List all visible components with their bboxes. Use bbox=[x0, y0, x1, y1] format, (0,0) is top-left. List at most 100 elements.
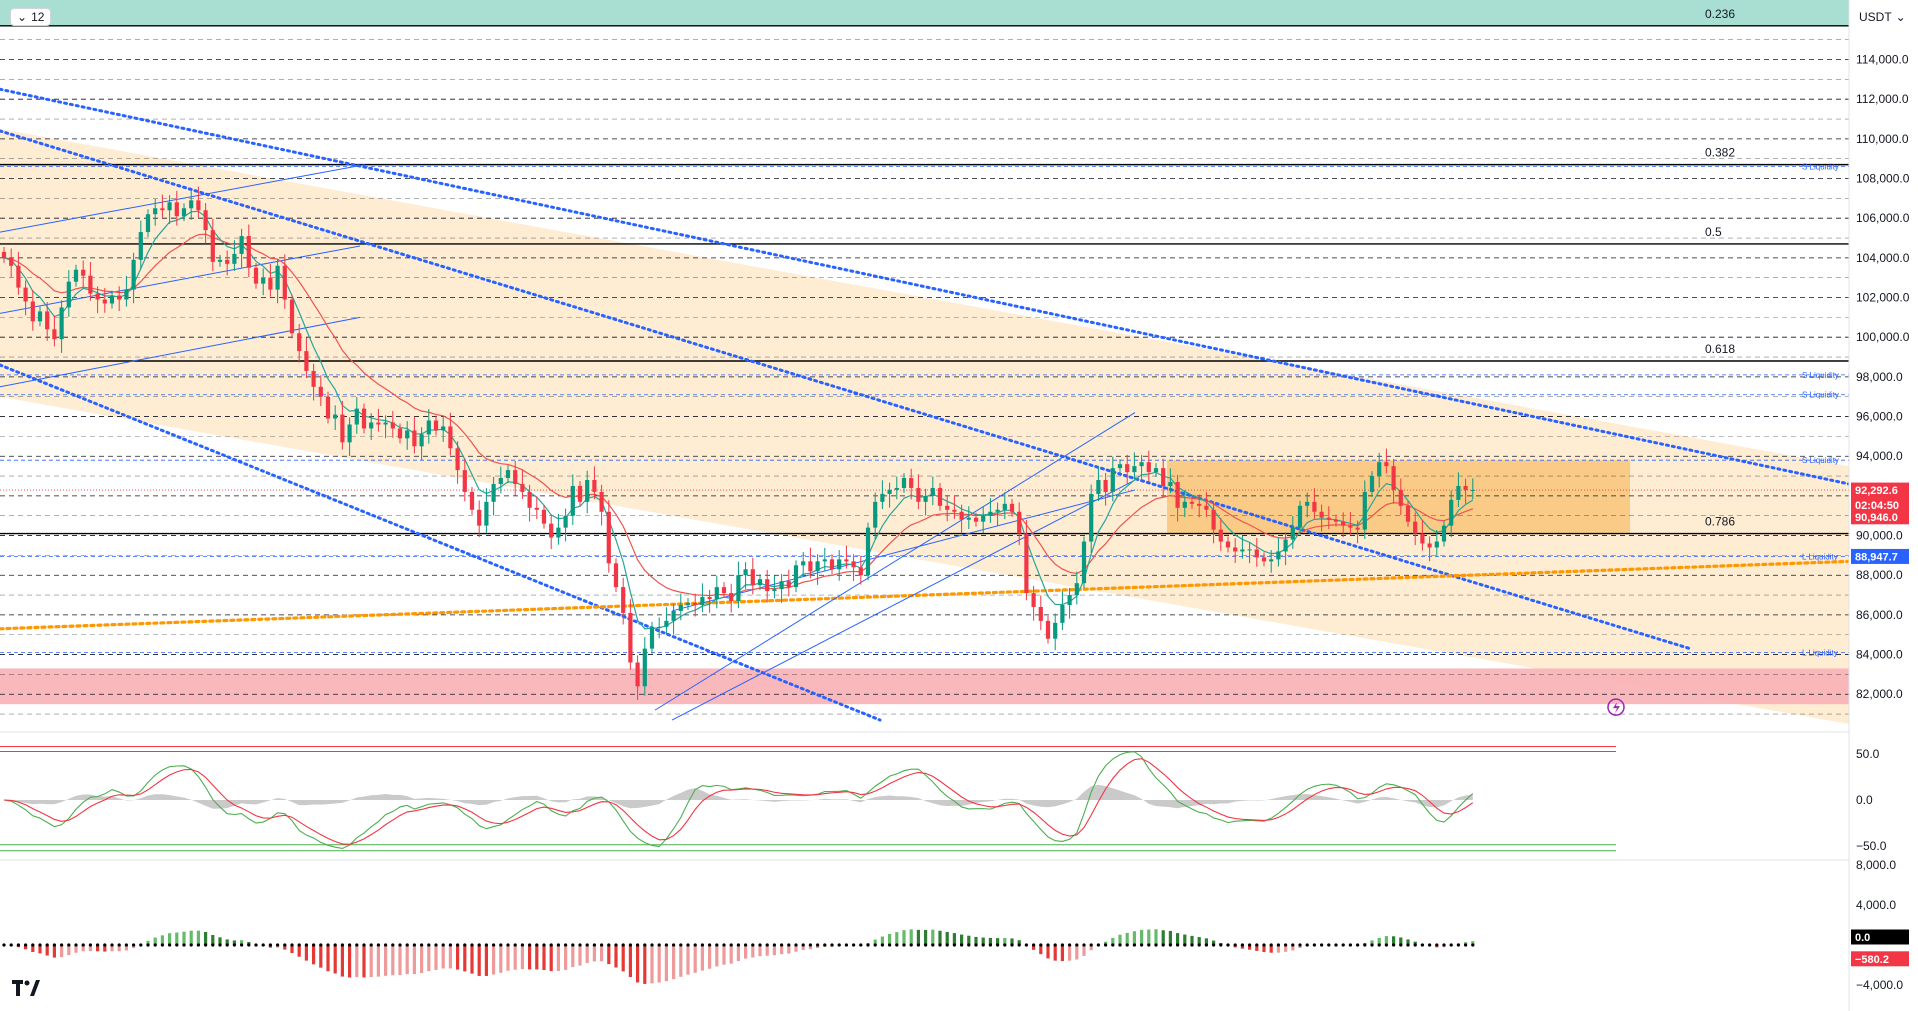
candle-body bbox=[1456, 485, 1461, 500]
hist-zero-dot bbox=[196, 943, 200, 947]
candle-body bbox=[1161, 468, 1166, 486]
candle-body bbox=[887, 489, 892, 494]
candle-body bbox=[52, 329, 57, 340]
currency-selector[interactable]: USDT ⌄ bbox=[1855, 8, 1910, 26]
candle-body bbox=[822, 559, 827, 562]
candle-body bbox=[275, 265, 280, 290]
hist-zero-dot bbox=[722, 943, 726, 947]
candle-body bbox=[1405, 505, 1411, 522]
hist-bar bbox=[297, 945, 301, 957]
rising-channel-lower bbox=[671, 479, 1136, 721]
candle-body bbox=[1398, 489, 1403, 506]
chevron-down-icon: ⌄ bbox=[1895, 10, 1906, 24]
hist-zero-dot bbox=[549, 943, 553, 947]
hist-zero-dot bbox=[362, 943, 366, 947]
candle-body bbox=[873, 501, 878, 528]
hist-zero-dot bbox=[1413, 943, 1417, 947]
hist-bar bbox=[218, 937, 222, 945]
histogram-pane bbox=[2, 929, 1475, 984]
hist-zero-dot bbox=[1104, 943, 1108, 947]
hist-zero-dot bbox=[1183, 943, 1187, 947]
hist-bar bbox=[895, 932, 899, 945]
rising-channel-upper bbox=[654, 412, 1136, 711]
hist-bar bbox=[333, 945, 337, 974]
hist-bar bbox=[88, 945, 92, 952]
interval-selector[interactable]: ⌄ 12 bbox=[10, 8, 52, 26]
candle-body bbox=[484, 501, 489, 526]
hist-bar bbox=[117, 945, 121, 952]
hist-zero-dot bbox=[664, 943, 669, 947]
hist-bar bbox=[340, 945, 344, 977]
dotted-downtrend-lower bbox=[0, 363, 882, 722]
candle-body bbox=[657, 626, 662, 628]
hist-bar bbox=[1089, 945, 1093, 951]
candle-body bbox=[1319, 511, 1324, 518]
hist-bar bbox=[1046, 945, 1050, 959]
hist-zero-dot bbox=[1348, 943, 1352, 947]
hist-zero-dot bbox=[556, 943, 561, 947]
hist-bar bbox=[924, 929, 928, 945]
candle-body bbox=[383, 422, 388, 425]
candle-body bbox=[498, 478, 503, 484]
hist-bar bbox=[1168, 930, 1172, 945]
hist-bar bbox=[542, 945, 546, 971]
hist-zero-dot bbox=[916, 943, 921, 947]
hist-zero-dot bbox=[1377, 943, 1381, 947]
hist-bar bbox=[1197, 937, 1201, 945]
hist-zero-dot bbox=[1147, 943, 1151, 947]
hist-zero-dot bbox=[895, 943, 899, 947]
hist-zero-dot bbox=[211, 943, 215, 947]
hist-bar bbox=[664, 945, 668, 982]
candle-body bbox=[1053, 622, 1058, 639]
hist-zero-dot bbox=[643, 943, 647, 947]
trend-lines bbox=[0, 87, 1851, 722]
hist-zero-dot bbox=[1341, 943, 1345, 947]
candle-body bbox=[635, 662, 640, 687]
hist-zero-dot bbox=[650, 943, 654, 947]
hist-zero-dot bbox=[808, 943, 813, 947]
hist-bar bbox=[1032, 945, 1036, 950]
candle-body bbox=[844, 559, 849, 562]
hist-bar bbox=[873, 939, 877, 945]
chevron-down-icon: ⌄ bbox=[17, 10, 28, 24]
hist-bar bbox=[787, 945, 791, 954]
hist-zero-dot bbox=[513, 943, 517, 947]
hist-zero-dot bbox=[2, 943, 6, 947]
candle-body bbox=[232, 253, 237, 264]
candle-body bbox=[916, 487, 921, 502]
hist-bar bbox=[470, 945, 474, 974]
candle-body bbox=[1463, 485, 1468, 490]
hist-zero-dot bbox=[297, 943, 301, 947]
hist-bar bbox=[1053, 945, 1057, 961]
hist-zero-dot bbox=[1233, 943, 1237, 947]
candle-body bbox=[289, 299, 295, 334]
liquidity-label: S Liquidity bbox=[1802, 456, 1839, 465]
hist-bar bbox=[988, 937, 992, 945]
hist-zero-dot bbox=[780, 943, 784, 947]
hist-bar bbox=[556, 945, 560, 971]
candle-body bbox=[426, 420, 431, 435]
candle-body bbox=[340, 414, 345, 443]
hist-bar bbox=[189, 930, 193, 945]
zone-red bbox=[0, 668, 1849, 705]
hist-zero-dot bbox=[1039, 943, 1043, 947]
hist-bar bbox=[1125, 932, 1129, 945]
hist-bar bbox=[751, 945, 755, 958]
hist-zero-dot bbox=[636, 943, 640, 947]
hist-bar bbox=[448, 945, 452, 969]
hist-zero-dot bbox=[463, 943, 467, 947]
hist-zero-dot bbox=[945, 943, 949, 947]
candle-body bbox=[246, 236, 251, 268]
price-tick-label: 90,000.0 bbox=[1856, 529, 1903, 543]
hist-bar bbox=[780, 945, 784, 955]
hist-bar bbox=[1291, 945, 1295, 951]
candle-body bbox=[1117, 464, 1123, 469]
hist-zero-dot bbox=[816, 943, 820, 947]
hist-zero-dot bbox=[88, 943, 92, 947]
hist-bar bbox=[362, 945, 366, 978]
candle-body bbox=[1269, 559, 1274, 562]
hist-bar bbox=[952, 933, 956, 945]
hist-bar bbox=[736, 945, 740, 962]
